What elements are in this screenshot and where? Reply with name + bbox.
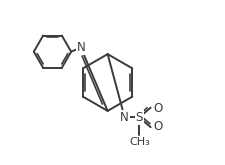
Text: CH₃: CH₃ — [129, 137, 150, 147]
Text: S: S — [136, 111, 143, 124]
Text: O: O — [153, 120, 162, 133]
Text: O: O — [153, 102, 162, 115]
Text: N: N — [120, 111, 129, 124]
Text: N: N — [76, 41, 85, 54]
